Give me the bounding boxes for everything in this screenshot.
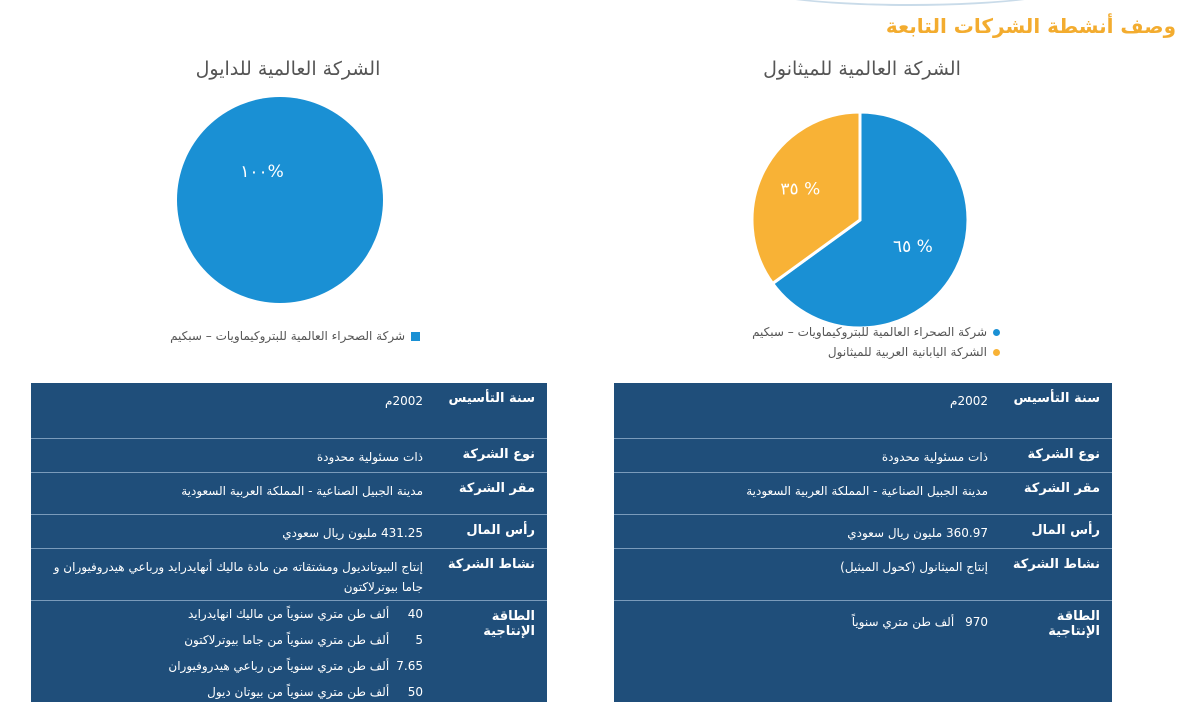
row-value: ذات مسئولية محدودة <box>881 450 988 464</box>
pie-chart-methanol: ٦٥ % ٣٥ % <box>744 104 976 336</box>
row-value: 431.25 مليون ريال سعودي <box>282 526 423 540</box>
row-key: سنة التأسيس <box>1013 391 1101 406</box>
chart-title-diol: الشركة العالمية للدايول <box>195 58 381 80</box>
capacity-line: 970 ألف طن متري سنوياً <box>626 609 988 635</box>
legend-label: شركة الصحراء العالمية للبتروكيماويات – س… <box>752 325 987 339</box>
table-row: نشاط الشركة إنتاج الميثانول (كحول الميثي… <box>614 549 1112 601</box>
pie-slice-label: ١٠٠% <box>240 162 284 182</box>
row-value: ذات مسئولية محدودة <box>316 450 423 464</box>
capacity-text: ألف طن متري سنوياً من ماليك انهايدرايد <box>187 607 390 621</box>
legend-label: شركة الصحراء العالمية للبتروكيماويات – س… <box>170 329 405 343</box>
capacity-line: 40 ألف طن متري سنوياً من ماليك انهايدراي… <box>43 601 423 627</box>
row-value: 2002م <box>385 394 423 408</box>
table-row: رأس المال 360.97 مليون ريال سعودي <box>614 515 1112 549</box>
table-row: رأس المال 431.25 مليون ريال سعودي <box>31 515 547 549</box>
table-row: نوع الشركة ذات مسئولية محدودة <box>614 439 1112 473</box>
row-key: رأس المال <box>466 523 535 538</box>
capacity-number: 50 <box>407 685 423 699</box>
decorative-arc <box>740 0 1080 6</box>
legend-item: شركة الصحراء العالمية للبتروكيماويات – س… <box>170 326 420 346</box>
info-table-diol: سنة التأسيس 2002م نوع الشركة ذات مسئولية… <box>31 383 547 702</box>
row-key: نشاط الشركة <box>447 557 535 572</box>
legend-swatch <box>993 348 1000 356</box>
legend-label: الشركة اليابانية العربية للميثانول <box>827 345 987 359</box>
capacity-text: ألف طن متري سنوياً من جاما بيوترلاكتون <box>184 633 390 647</box>
info-table-methanol: سنة التأسيس 2002م نوع الشركة ذات مسئولية… <box>614 383 1112 702</box>
row-value: مدينة الجبيل الصناعية - المملكة العربية … <box>746 484 988 498</box>
legend-item: شركة الصحراء العالمية للبتروكيماويات – س… <box>752 322 1000 342</box>
row-value: مدينة الجبيل الصناعية - المملكة العربية … <box>181 484 423 498</box>
row-key: رأس المال <box>1031 523 1100 538</box>
page-title: وصف أنشطة الشركات التابعة <box>885 14 1176 38</box>
capacity-number: 970 <box>965 615 988 629</box>
pie-slice <box>750 110 862 286</box>
legend-swatch <box>993 328 1000 336</box>
capacity-line: 50 ألف طن متري سنوياً من بيوتان ديول <box>43 679 423 705</box>
row-value: 360.97 مليون ريال سعودي <box>847 526 988 540</box>
capacity-text: ألف طن متري سنوياً من رباعي هيدروفيوران <box>168 659 390 673</box>
capacity-number: 40 <box>407 607 423 621</box>
table-row: مقر الشركة مدينة الجبيل الصناعية - الممل… <box>614 473 1112 515</box>
pie-slice-label: ٦٥ % <box>893 237 933 257</box>
row-key: الطاقة الإنتاجية <box>1048 609 1100 639</box>
table-row: نوع الشركة ذات مسئولية محدودة <box>31 439 547 473</box>
legend-swatch <box>411 331 420 341</box>
table-row-capacity: الطاقة الإنتاجية 970 ألف طن متري سنوياً <box>614 601 1112 702</box>
capacity-text: ألف طن متري سنوياً <box>851 615 955 629</box>
table-row: سنة التأسيس 2002م <box>31 383 547 439</box>
row-key: مقر الشركة <box>458 481 535 496</box>
capacity-line: 7.65 ألف طن متري سنوياً من رباعي هيدروفي… <box>43 653 423 679</box>
row-key: الطاقة الإنتاجية <box>483 609 535 639</box>
pie-chart-diol: ١٠٠% <box>150 80 410 320</box>
capacity-values: 970 ألف طن متري سنوياً <box>614 601 992 702</box>
row-key: نشاط الشركة <box>1012 557 1100 572</box>
legend-methanol: شركة الصحراء العالمية للبتروكيماويات – س… <box>752 322 1000 362</box>
pie-slice <box>770 110 970 330</box>
table-row: مقر الشركة مدينة الجبيل الصناعية - الممل… <box>31 473 547 515</box>
row-key: نوع الشركة <box>1027 447 1100 462</box>
table-row-capacity: الطاقة الإنتاجية 40 ألف طن متري سنوياً م… <box>31 601 547 702</box>
row-value: 2002م <box>950 394 988 408</box>
legend-item: الشركة اليابانية العربية للميثانول <box>752 342 1000 362</box>
chart-title-methanol: الشركة العالمية للميثانول <box>763 58 961 80</box>
row-key: مقر الشركة <box>1023 481 1100 496</box>
legend-diol: شركة الصحراء العالمية للبتروكيماويات – س… <box>170 326 420 346</box>
capacity-number: 5 <box>415 633 423 647</box>
table-row: سنة التأسيس 2002م <box>614 383 1112 439</box>
row-key: سنة التأسيس <box>448 391 536 406</box>
row-key: نوع الشركة <box>462 447 535 462</box>
row-value: إنتاج الميثانول (كحول الميثيل) <box>840 560 988 574</box>
pie-slice <box>177 97 383 303</box>
table-row: نشاط الشركة إنتاج البيوتانديول ومشتقاته … <box>31 549 547 601</box>
pie-slice-label: ٣٥ % <box>780 180 820 200</box>
capacity-values: 40 ألف طن متري سنوياً من ماليك انهايدراي… <box>31 601 427 702</box>
capacity-number: 7.65 <box>396 659 423 673</box>
capacity-text: ألف طن متري سنوياً من بيوتان ديول <box>207 685 390 699</box>
row-value: إنتاج البيوتانديول ومشتقاته من مادة مالي… <box>53 560 423 594</box>
capacity-line: 5 ألف طن متري سنوياً من جاما بيوترلاكتون <box>43 627 423 653</box>
